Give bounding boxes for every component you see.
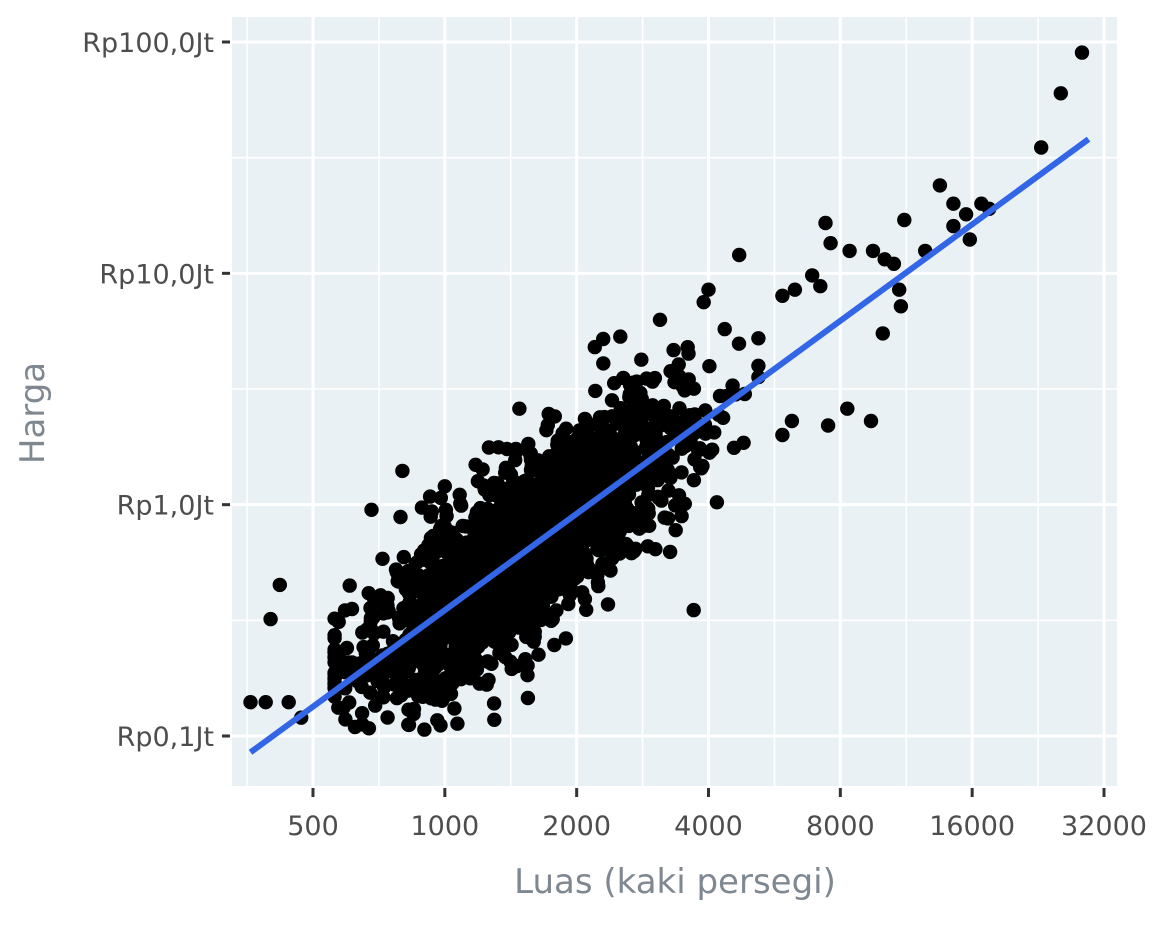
- y-tick-label: Rp10,0Jt: [99, 259, 214, 290]
- outlier-point: [863, 413, 879, 429]
- outlier-point: [775, 427, 790, 443]
- outlier-point: [897, 212, 912, 228]
- outlier-point: [1053, 86, 1069, 101]
- x-tick-label: 32000: [1061, 811, 1147, 842]
- outlier-point: [892, 282, 907, 297]
- regression-line: [248, 136, 1091, 755]
- outlier-point: [865, 243, 881, 259]
- x-axis: 500 1000 2000 4000 8000 16000 32000: [287, 788, 1147, 842]
- y-tick-label: Rp0,1Jt: [117, 722, 214, 753]
- outlier-point: [1074, 45, 1090, 60]
- outlier-point: [696, 295, 711, 310]
- outlier-point: [886, 256, 902, 271]
- outlier-point: [823, 236, 838, 251]
- outlier-point: [962, 232, 977, 247]
- outlier-point: [281, 695, 296, 710]
- outlier-point: [946, 196, 961, 211]
- outlier-point: [587, 339, 602, 355]
- y-axis-title: Harga: [13, 362, 53, 464]
- outlier-point: [437, 479, 452, 494]
- outlier-point: [732, 247, 747, 263]
- y-tick-label: Rp100,0Jt: [82, 28, 214, 59]
- outlier-point: [395, 463, 410, 479]
- outlier-point: [818, 215, 833, 231]
- outlier-point: [775, 288, 790, 303]
- outlier-point: [681, 346, 696, 361]
- outlier-point: [1034, 140, 1049, 155]
- outlier-point: [787, 282, 803, 297]
- outlier-point: [842, 243, 857, 259]
- outlier-point: [701, 282, 716, 297]
- outlier-point: [932, 178, 948, 193]
- outlier-point: [364, 502, 379, 517]
- outlier-point: [578, 413, 594, 429]
- outlier-point: [820, 418, 836, 433]
- outlier-point: [840, 401, 855, 416]
- outlier-point: [958, 207, 974, 222]
- scatter-points: [243, 45, 1090, 737]
- outlier-point: [652, 312, 668, 327]
- outlier-point: [686, 602, 701, 618]
- y-axis: Rp100,0Jt Rp10,0Jt Rp1,0Jt Rp0,1Jt: [82, 28, 230, 753]
- x-axis-title: Luas (kaki persegi): [514, 862, 836, 902]
- outlier-point: [875, 326, 890, 341]
- y-tick-label: Rp1,0Jt: [117, 491, 214, 522]
- outlier-point: [946, 218, 961, 234]
- outlier-point: [805, 268, 820, 283]
- x-tick-label: 8000: [806, 811, 875, 842]
- x-tick-label: 1000: [410, 811, 479, 842]
- x-tick-label: 4000: [674, 811, 743, 842]
- x-tick-label: 2000: [542, 811, 611, 842]
- outlier-point: [813, 279, 828, 294]
- x-tick-label: 500: [287, 811, 339, 842]
- x-tick-label: 16000: [929, 811, 1015, 842]
- outlier-point: [258, 695, 273, 710]
- outlier-point: [272, 577, 287, 593]
- outlier-point: [784, 413, 800, 429]
- outlier-point: [263, 611, 278, 627]
- outlier-point: [893, 299, 909, 314]
- outlier-point: [243, 695, 258, 710]
- major-gridlines: [232, 17, 1117, 786]
- outlier-point: [512, 401, 527, 416]
